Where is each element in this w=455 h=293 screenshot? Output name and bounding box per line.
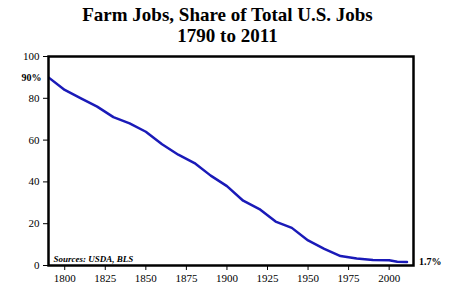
svg-text:100: 100 <box>23 50 40 62</box>
svg-text:2000: 2000 <box>378 272 401 284</box>
svg-text:60: 60 <box>29 134 41 146</box>
svg-text:1800: 1800 <box>54 272 77 284</box>
svg-text:1975: 1975 <box>338 272 361 284</box>
svg-text:Sources: USDA, BLS: Sources: USDA, BLS <box>54 254 134 264</box>
html-text:Farm Jobs, Share of Total U.S.: Farm Jobs, Share of Total U.S. Jobs <box>82 4 373 25</box>
html-text:1790 to 2011: 1790 to 2011 <box>177 25 278 46</box>
svg-text:1950: 1950 <box>297 272 320 284</box>
svg-text:1.7%: 1.7% <box>419 256 442 267</box>
svg-text:80: 80 <box>29 92 41 104</box>
svg-text:0: 0 <box>34 259 40 271</box>
svg-text:1875: 1875 <box>175 272 198 284</box>
svg-text:1825: 1825 <box>94 272 117 284</box>
svg-text:20: 20 <box>29 217 41 229</box>
svg-text:1925: 1925 <box>257 272 280 284</box>
svg-text:40: 40 <box>29 175 41 187</box>
svg-text:90%: 90% <box>22 72 42 83</box>
svg-text:1850: 1850 <box>135 272 158 284</box>
svg-text:1900: 1900 <box>216 272 239 284</box>
